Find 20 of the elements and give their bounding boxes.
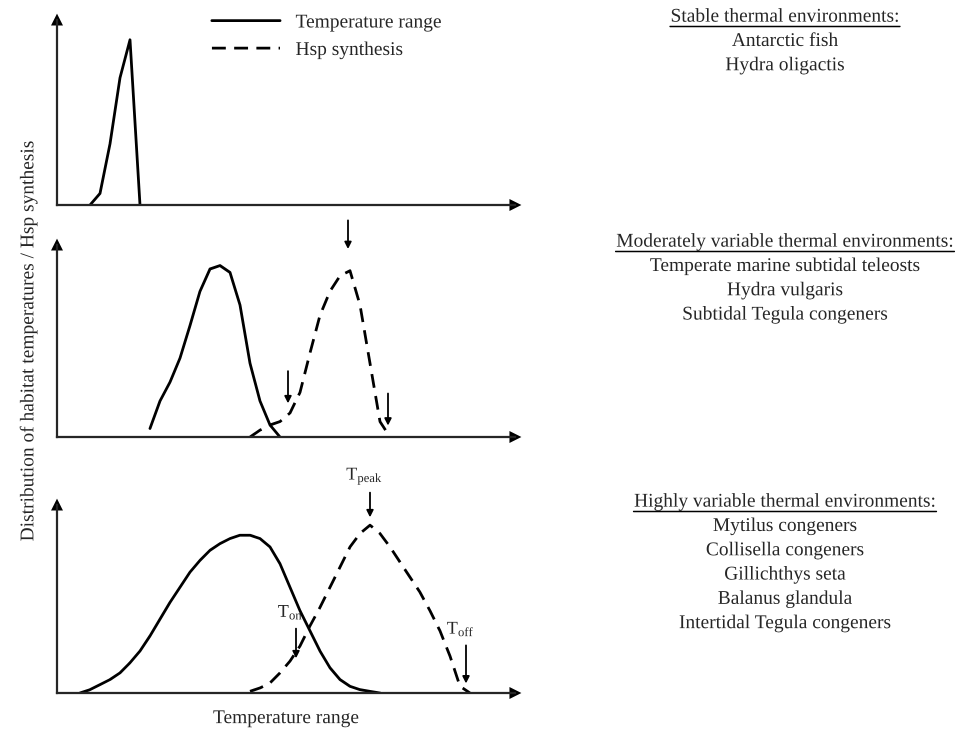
text: Moderately variable thermal environments: — [616, 233, 952, 251]
text: Hydra oligactis — [726, 56, 844, 74]
x-axis-title: Temperature range — [213, 710, 358, 728]
text: T$_{peak}$ — [346, 468, 382, 485]
y-axis-title: Distribution of habitat temperatures / Hsp synthesis — [20, 141, 38, 541]
text: Stable thermal environments: — [672, 8, 898, 22]
text: Hydra vulgaris — [728, 282, 842, 300]
annotation: T$_{off}$ — [447, 622, 473, 636]
text: Mytilus congeners — [713, 517, 856, 536]
text: Intertidal Tegula congeners — [680, 614, 890, 632]
text: Gillichthys seta — [725, 566, 846, 584]
annotation: T$_{on}$ — [278, 605, 302, 620]
text: Subtidal Tegula congeners — [683, 306, 888, 324]
text: Temperate marine subtidal teleosts — [650, 257, 920, 276]
legend-label: Hsp synthesis — [296, 41, 402, 60]
text: Antarctic fish — [732, 32, 838, 46]
text: Highly variable thermal environments: — [634, 493, 934, 511]
legend-label: Temperature range — [296, 14, 441, 32]
text: Collisella congeners — [706, 542, 864, 560]
text: Balanus glandula — [718, 590, 852, 608]
